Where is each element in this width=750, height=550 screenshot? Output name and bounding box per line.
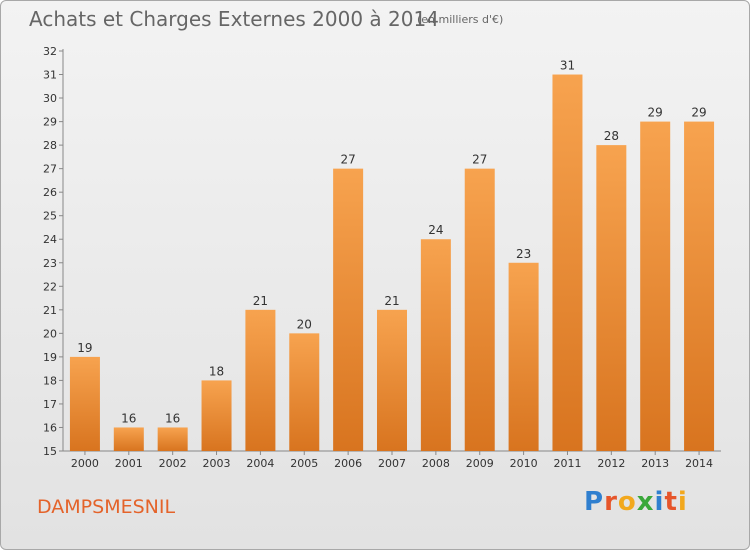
- data-label: 28: [604, 129, 619, 143]
- y-tick-label: 26: [43, 186, 57, 199]
- x-tick-label: 2000: [71, 457, 99, 470]
- y-tick-label: 28: [43, 139, 57, 152]
- data-label: 20: [297, 317, 312, 331]
- x-tick-label: 2009: [466, 457, 494, 470]
- data-label: 16: [121, 411, 136, 425]
- bar: [596, 145, 627, 451]
- y-tick-label: 30: [43, 92, 57, 105]
- y-tick-label: 20: [43, 327, 57, 340]
- x-tick-label: 2007: [378, 457, 406, 470]
- y-tick-label: 16: [43, 421, 57, 434]
- data-label: 31: [560, 59, 575, 73]
- y-tick-label: 19: [43, 351, 57, 364]
- y-tick-label: 32: [43, 45, 57, 58]
- bar: [69, 356, 100, 451]
- bar: [333, 168, 364, 451]
- data-label: 24: [428, 223, 443, 237]
- x-tick-label: 2014: [685, 457, 713, 470]
- data-label: 21: [253, 294, 268, 308]
- chart-title: Achats et Charges Externes 2000 à 2014: [29, 7, 439, 31]
- data-label: 27: [472, 153, 487, 167]
- y-tick-label: 22: [43, 280, 57, 293]
- data-label: 21: [384, 294, 399, 308]
- y-tick-label: 25: [43, 210, 57, 223]
- logo-letter: i: [677, 487, 688, 517]
- logo-letter: x: [636, 487, 655, 517]
- x-tick-label: 2012: [597, 457, 625, 470]
- data-label: 18: [209, 364, 224, 378]
- data-label: 19: [77, 341, 92, 355]
- bar: [377, 309, 407, 451]
- bar: [289, 333, 320, 451]
- chart-subtitle: (en milliers d'€): [417, 13, 504, 26]
- x-tick-label: 2003: [203, 457, 231, 470]
- logo-letter: P: [584, 487, 605, 517]
- bar: [464, 168, 495, 451]
- x-tick-label: 2002: [159, 457, 187, 470]
- data-label: 29: [691, 106, 706, 120]
- x-tick-label: 2006: [334, 457, 362, 470]
- x-tick-label: 2005: [290, 457, 318, 470]
- y-tick-label: 18: [43, 374, 57, 387]
- logo-letter: i: [654, 487, 665, 517]
- y-tick-label: 21: [43, 304, 57, 317]
- y-tick-label: 17: [43, 398, 57, 411]
- commune-name: DAMPSMESNIL: [37, 496, 176, 518]
- x-tick-label: 2010: [510, 457, 538, 470]
- proxiti-logo: Proxiti: [584, 487, 688, 517]
- data-label: 23: [516, 247, 531, 261]
- logo-letter: o: [617, 487, 637, 517]
- y-tick-label: 27: [43, 163, 57, 176]
- data-label: 16: [165, 411, 180, 425]
- logo-letter: r: [604, 487, 618, 517]
- y-tick-label: 15: [43, 445, 57, 458]
- bar: [508, 262, 539, 451]
- bar: [420, 239, 451, 451]
- x-tick-label: 2008: [422, 457, 450, 470]
- x-tick-label: 2011: [553, 457, 581, 470]
- bar: [552, 74, 583, 451]
- logo-letter: t: [664, 487, 678, 517]
- y-tick-label: 29: [43, 116, 57, 129]
- x-tick-label: 2004: [246, 457, 274, 470]
- bar: [157, 427, 188, 451]
- bar: [201, 380, 232, 451]
- data-label: 27: [340, 153, 355, 167]
- y-tick-label: 23: [43, 257, 57, 270]
- bar: [113, 427, 144, 451]
- bar: [684, 121, 715, 452]
- bar: [245, 309, 276, 451]
- y-tick-label: 31: [43, 69, 57, 82]
- x-tick-label: 2001: [115, 457, 143, 470]
- y-tick-label: 24: [43, 233, 57, 246]
- x-tick-label: 2013: [641, 457, 669, 470]
- bar: [640, 121, 671, 452]
- data-label: 29: [648, 106, 663, 120]
